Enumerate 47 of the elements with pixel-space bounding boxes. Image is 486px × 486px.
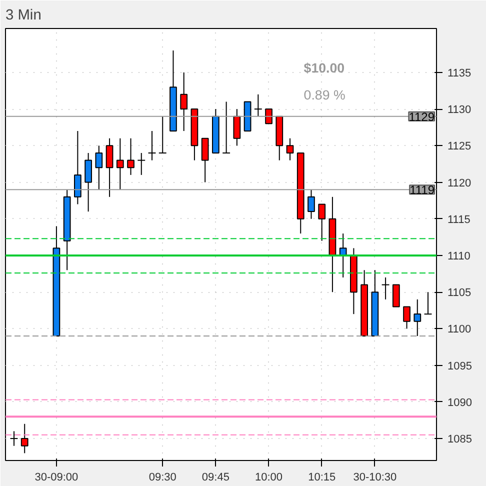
annotation: $10.00 bbox=[304, 60, 345, 76]
candlestick bbox=[381, 276, 390, 300]
candlestick bbox=[233, 108, 241, 146]
annotation: 0.89 % bbox=[304, 88, 346, 102]
y-tick-label: 1125 bbox=[448, 140, 472, 153]
candlestick bbox=[308, 189, 315, 220]
candlestick bbox=[403, 306, 410, 330]
candlestick bbox=[116, 138, 124, 190]
ref-line-label: 1119 bbox=[410, 183, 435, 198]
x-tick-label: 09:30 bbox=[148, 472, 176, 484]
y-tick-label: 1110 bbox=[448, 250, 470, 262]
y-tick-label: 1135 bbox=[448, 67, 472, 80]
y-tick-label: 1100 bbox=[448, 324, 472, 336]
candlestick bbox=[137, 152, 146, 176]
candlestick bbox=[180, 72, 188, 132]
candlestick bbox=[222, 101, 231, 154]
candlestick bbox=[265, 108, 272, 124]
x-tick-label: 09:45 bbox=[202, 472, 230, 484]
y-tick-label: 1115 bbox=[448, 214, 470, 226]
candlestick bbox=[318, 204, 326, 242]
candlestick bbox=[95, 145, 103, 190]
candlestick bbox=[414, 298, 422, 337]
candlestick bbox=[74, 130, 82, 205]
chart-title: 3 Min bbox=[6, 8, 42, 24]
x-tick-label: 30-10:30 bbox=[353, 472, 397, 484]
y-tick-label: 1120 bbox=[448, 177, 472, 190]
candlestick bbox=[20, 423, 28, 454]
candlestick bbox=[84, 152, 92, 212]
x-tick-label: 10:15 bbox=[308, 472, 336, 484]
y-tick-label: 1090 bbox=[448, 396, 472, 409]
candlestick bbox=[392, 284, 400, 308]
y-tick-label: 1095 bbox=[448, 360, 472, 372]
candlestick bbox=[201, 138, 209, 183]
candlestick bbox=[127, 138, 134, 176]
x-tick-label: 30-09:00 bbox=[34, 472, 78, 484]
candlestick bbox=[10, 430, 18, 446]
x-tick-label: 10:00 bbox=[255, 472, 283, 484]
candlestick bbox=[424, 292, 432, 315]
y-tick-label: 1085 bbox=[448, 434, 472, 446]
candlestick bbox=[148, 130, 156, 161]
ref-line-label: 1129 bbox=[408, 110, 435, 124]
y-tick-label: 1130 bbox=[448, 104, 472, 116]
candlestick bbox=[286, 138, 294, 161]
candlestick bbox=[106, 138, 114, 198]
candlestick bbox=[158, 116, 167, 154]
y-tick-label: 1105 bbox=[448, 287, 472, 300]
candlestick bbox=[254, 94, 262, 117]
